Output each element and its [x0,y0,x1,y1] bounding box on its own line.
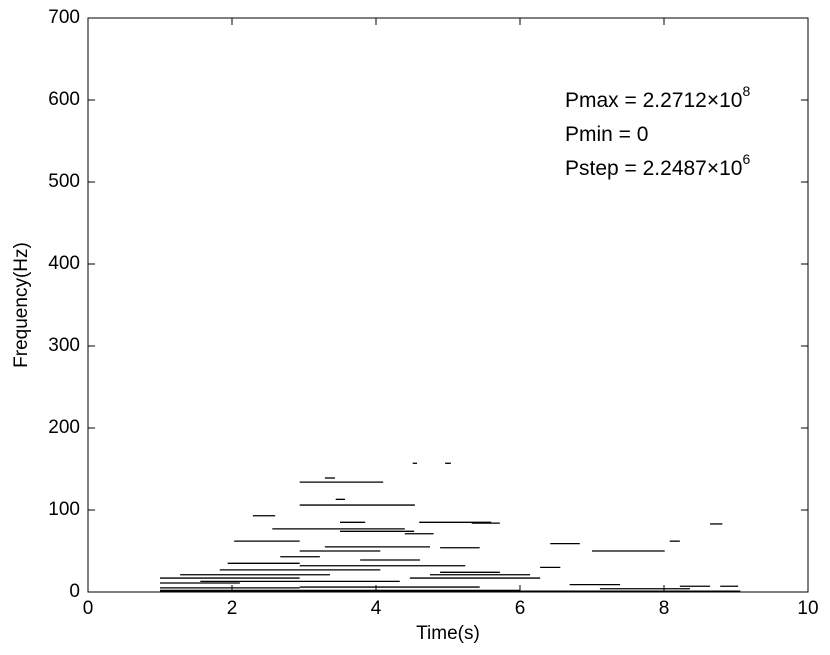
annotation-text: Pmax = 2.2712×10 [565,89,742,112]
annotation-exponent: 6 [743,151,751,167]
x-tick-label: 2 [227,598,238,619]
y-tick-label: 0 [69,581,80,602]
annotation-text: Pmin = 0 [565,123,648,146]
x-axis-label: Time(s) [416,623,480,644]
x-tick-label: 10 [797,598,818,619]
annotation-text: Pstep = 2.2487×10 [565,157,743,180]
y-tick-label: 500 [48,171,80,192]
x-tick-label: 8 [659,598,670,619]
annotation-exponent: 8 [742,83,750,99]
y-tick-label: 100 [48,499,80,520]
y-tick-label: 300 [48,335,80,356]
annotation: Pmax = 2.2712×108 [565,83,750,112]
x-tick-label: 4 [371,598,382,619]
y-tick-label: 600 [48,89,80,110]
y-tick-label: 400 [48,253,80,274]
y-tick-label: 700 [48,7,80,28]
x-tick-label: 0 [83,598,94,619]
y-axis-label: Frequency(Hz) [11,242,32,368]
annotation: Pmin = 0 [565,123,648,146]
x-tick-label: 6 [515,598,526,619]
y-tick-label: 200 [48,417,80,438]
annotation: Pstep = 2.2487×106 [565,151,751,180]
